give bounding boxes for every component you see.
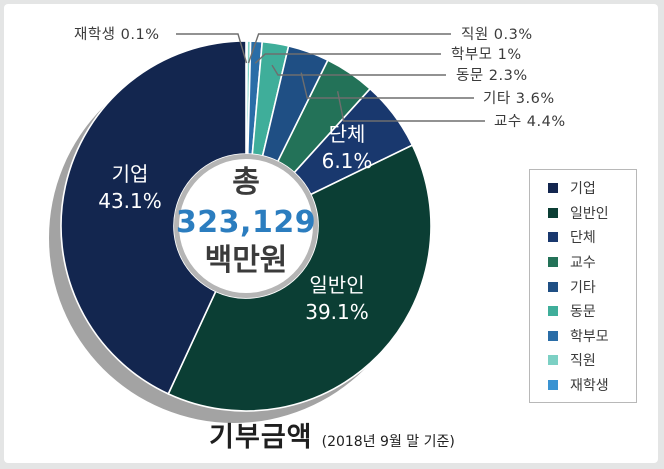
legend-item-7: 학부모 — [548, 324, 636, 349]
donut-hole — [179, 159, 313, 293]
legend-label-5: 기타 — [570, 279, 596, 296]
callout-line-4 — [336, 91, 485, 122]
legend-item-4: 교수 — [548, 250, 636, 275]
legend-label-3: 단체 — [570, 230, 596, 247]
legend-label-7: 학부모 — [570, 328, 609, 345]
center-total-value: 323,129 — [176, 205, 316, 240]
legend-swatch-2 — [548, 207, 558, 218]
slice-label-1: 기업 — [112, 162, 149, 186]
legend-swatch-5 — [548, 281, 558, 292]
callout-line-6 — [271, 64, 446, 76]
callout-line-7 — [254, 53, 441, 64]
legend-item-2: 일반인 — [548, 201, 636, 226]
legend-label-6: 동문 — [570, 304, 596, 321]
slice-value-2: 39.1% — [305, 300, 369, 324]
callout-line-5 — [300, 72, 474, 99]
slice-label-3: 단체 — [329, 122, 366, 146]
callout-label-5: 기타 3.6% — [483, 90, 555, 107]
legend-label-8: 직원 — [570, 353, 596, 370]
legend-item-8: 직원 — [548, 348, 636, 373]
legend-label-4: 교수 — [570, 255, 596, 272]
legend-label-1: 기업 — [570, 181, 596, 198]
callout-label-8: 직원 0.3% — [461, 26, 533, 43]
legend-item-1: 기업 — [548, 176, 636, 201]
legend-swatch-1 — [548, 183, 558, 194]
chart-caption: 기부금액 (2018년 9월 말 기준) — [0, 415, 664, 454]
center-total-unit: 백만원 — [205, 243, 288, 278]
callout-line-8 — [247, 33, 451, 64]
legend-swatch-3 — [548, 232, 558, 243]
slice-label-2: 일반인 — [309, 273, 364, 297]
legend-item-9: 재학생 — [548, 373, 636, 398]
legend-swatch-9 — [548, 380, 558, 391]
slice-value-3: 6.1% — [322, 149, 373, 173]
callout-label-7: 학부모 1% — [451, 46, 522, 63]
legend-swatch-4 — [548, 257, 558, 268]
legend-item-6: 동문 — [548, 299, 636, 324]
callout-line-9 — [176, 33, 248, 64]
legend-label-9: 재학생 — [570, 378, 609, 395]
legend-label-2: 일반인 — [570, 205, 609, 222]
legend-swatch-6 — [548, 306, 558, 317]
center-total-label: 총 — [232, 165, 260, 200]
chart-title: 기부금액 — [209, 422, 313, 453]
chart-subtitle: (2018년 9월 말 기준) — [321, 434, 455, 450]
legend-swatch-7 — [548, 330, 558, 341]
callout-label-6: 동문 2.3% — [456, 68, 528, 84]
callout-label-4: 교수 4.4% — [494, 113, 566, 130]
legend-item-5: 기타 — [548, 274, 636, 299]
legend-item-3: 단체 — [548, 225, 636, 250]
callout-label-9: 재학생 0.1% — [74, 26, 159, 43]
slice-value-1: 43.1% — [98, 189, 162, 213]
legend-swatch-8 — [548, 355, 558, 366]
